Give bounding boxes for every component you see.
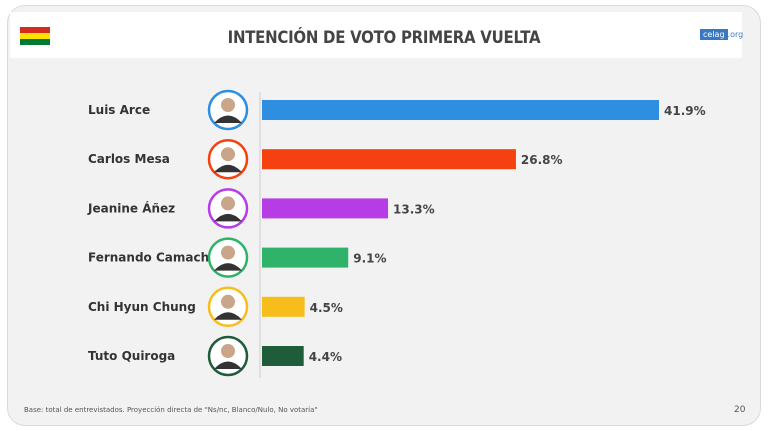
bar (262, 198, 389, 219)
data-label: 13.3% (393, 202, 435, 216)
data-label: 4.5% (310, 301, 343, 315)
category-label: Tuto Quiroga (88, 349, 175, 363)
celag-logo: celag .org (700, 29, 743, 40)
candidate-avatar (207, 237, 249, 278)
category-label: Luis Arce (88, 103, 150, 117)
chart-title: INTENCIÓN DE VOTO PRIMERA VUELTA (227, 28, 541, 48)
bar (262, 247, 349, 268)
bar (262, 296, 305, 317)
header-band (10, 12, 742, 58)
page-number: 20 (734, 405, 746, 415)
bar (262, 100, 659, 120)
candidate-avatar (207, 138, 249, 180)
data-label: 4.4% (309, 350, 342, 364)
data-label: 9.1% (353, 252, 386, 266)
category-label: Carlos Mesa (88, 152, 170, 166)
data-label: 26.8% (521, 153, 563, 167)
bar (262, 149, 516, 170)
data-label: 41.9% (664, 104, 706, 118)
bar (262, 346, 304, 366)
bolivia-flag-icon (20, 27, 50, 45)
candidate-avatar (207, 286, 249, 328)
candidate-avatar (207, 188, 249, 229)
candidate-avatar (207, 89, 249, 131)
category-label: Jeanine Áñez (87, 200, 175, 215)
category-label: Chi Hyun Chung (88, 300, 196, 314)
footer-note: Base: total de entrevistados. Proyección… (24, 406, 318, 414)
candidate-avatar (207, 335, 249, 377)
category-label: Fernando Camacho (88, 251, 217, 265)
